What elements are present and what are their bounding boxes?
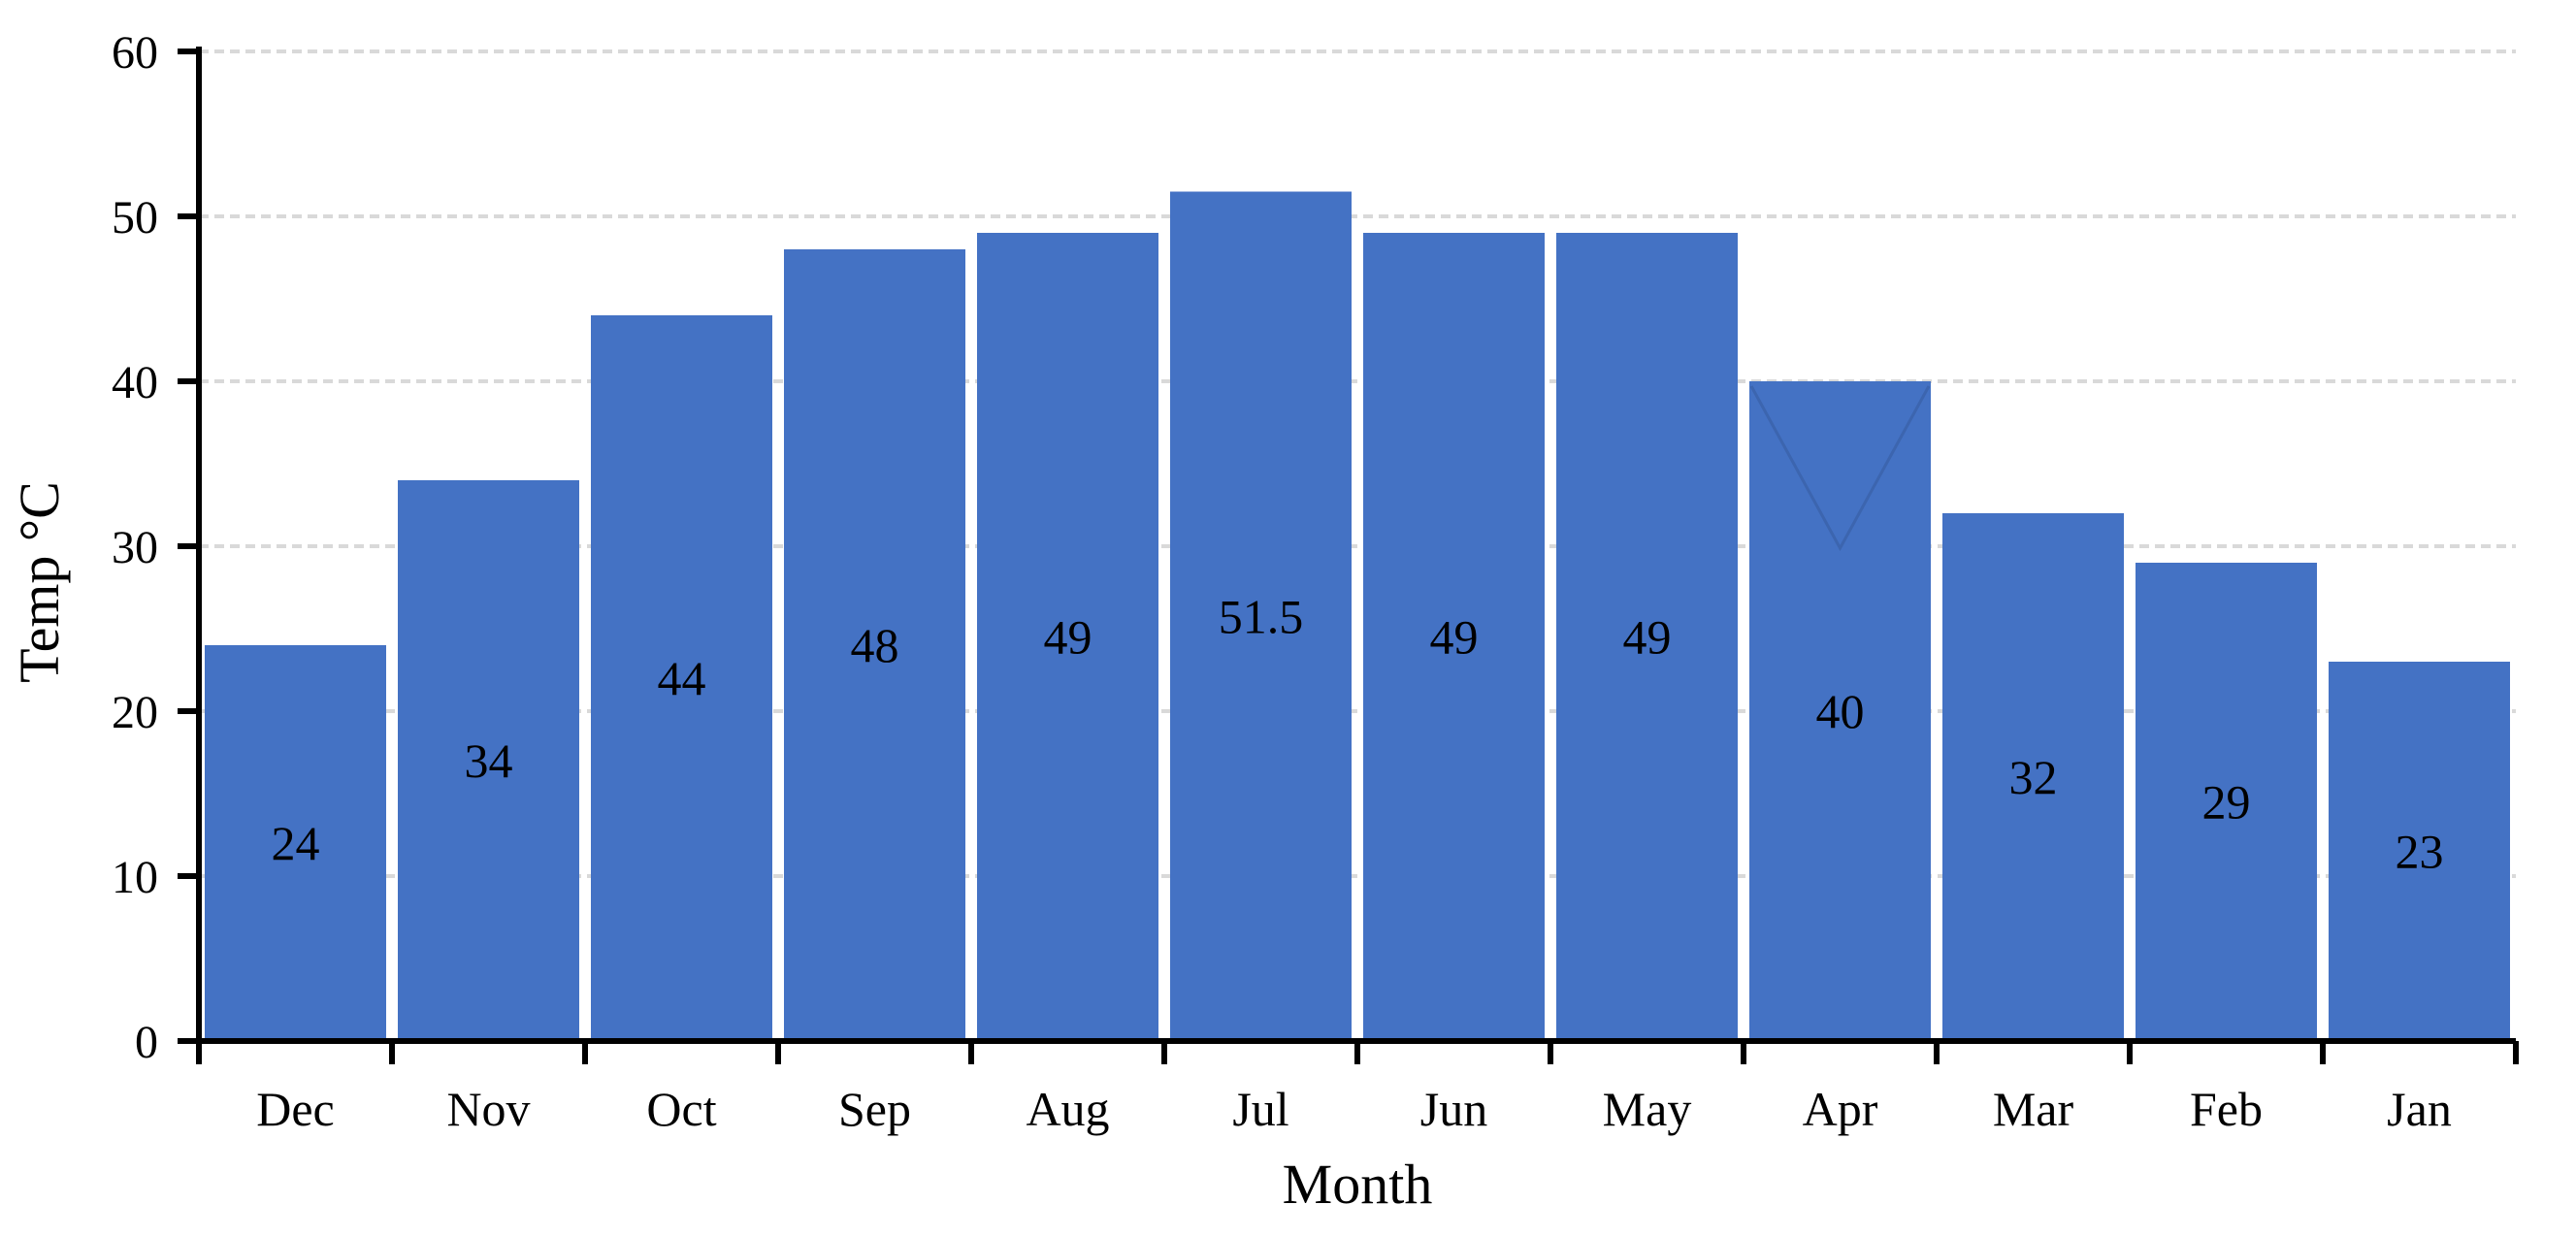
y-tick-label-10: 10 [112, 852, 158, 903]
x-tick-label-jun: Jun [1420, 1082, 1487, 1136]
bar-value-label-oct: 44 [658, 651, 706, 705]
bar-value-label-apr: 40 [1816, 684, 1865, 738]
bar-value-label-sep: 48 [851, 618, 899, 672]
bar-value-label-dec: 24 [272, 816, 320, 870]
bar-jan [2329, 662, 2510, 1041]
bar-value-label-jul: 51.5 [1219, 589, 1304, 643]
y-tick-label-0: 0 [135, 1017, 158, 1068]
bar-jun [1363, 233, 1545, 1041]
bar-may [1556, 233, 1738, 1041]
bar-value-labels-group: 24 34 44 48 49 51.5 49 49 40 32 29 23 [272, 589, 2444, 878]
bar-value-label-may: 49 [1623, 610, 1672, 665]
faint-chevron-artifact [1749, 385, 1931, 552]
bar-jul [1170, 191, 1352, 1041]
x-tick-label-feb: Feb [2190, 1082, 2263, 1136]
y-tick-label-40: 40 [112, 357, 158, 408]
x-tick-label-jul: Jul [1232, 1082, 1288, 1136]
y-tick-label-50: 50 [112, 192, 158, 244]
x-tick-label-apr: Apr [1803, 1082, 1878, 1136]
bar-value-label-nov: 34 [465, 733, 513, 788]
bar-aug [977, 233, 1158, 1041]
axes-and-ticks-group [178, 47, 2519, 1064]
x-tick-label-mar: Mar [1993, 1082, 2074, 1136]
x-tick-label-oct: Oct [646, 1082, 716, 1136]
bar-value-label-jan: 23 [2396, 825, 2444, 879]
x-tick-label-nov: Nov [446, 1082, 530, 1136]
gridlines-group [199, 49, 2516, 878]
y-tick-label-60: 60 [112, 27, 158, 79]
bar-sep [784, 249, 965, 1041]
x-tick-label-jan: Jan [2387, 1082, 2452, 1136]
bar-dec [205, 645, 386, 1041]
x-tick-label-dec: Dec [256, 1082, 335, 1136]
x-axis-title: Month [1283, 1153, 1433, 1216]
bar-oct [591, 315, 772, 1041]
bars-group [205, 191, 2510, 1041]
x-tick-label-may: May [1603, 1082, 1692, 1136]
bar-mar [1942, 513, 2124, 1041]
y-axis-title: Temp °C [8, 481, 71, 683]
x-tick-label-sep: Sep [838, 1082, 911, 1136]
y-tick-label-30: 30 [112, 522, 158, 573]
y-tick-label-20: 20 [112, 687, 158, 738]
bar-value-label-feb: 29 [2202, 775, 2251, 830]
tick-labels-group: Dec Nov Oct Sep Aug Jul Jun May Apr Mar Feb Jan 0 10 2… [112, 27, 2452, 1136]
bar-value-label-jun: 49 [1430, 610, 1479, 665]
bar-value-label-aug: 49 [1044, 610, 1092, 665]
bar-nov [398, 480, 579, 1041]
x-tick-label-aug: Aug [1026, 1082, 1109, 1136]
bar-feb [2136, 563, 2317, 1041]
bar-apr [1749, 381, 1931, 1041]
bar-value-label-mar: 32 [2009, 750, 2058, 804]
